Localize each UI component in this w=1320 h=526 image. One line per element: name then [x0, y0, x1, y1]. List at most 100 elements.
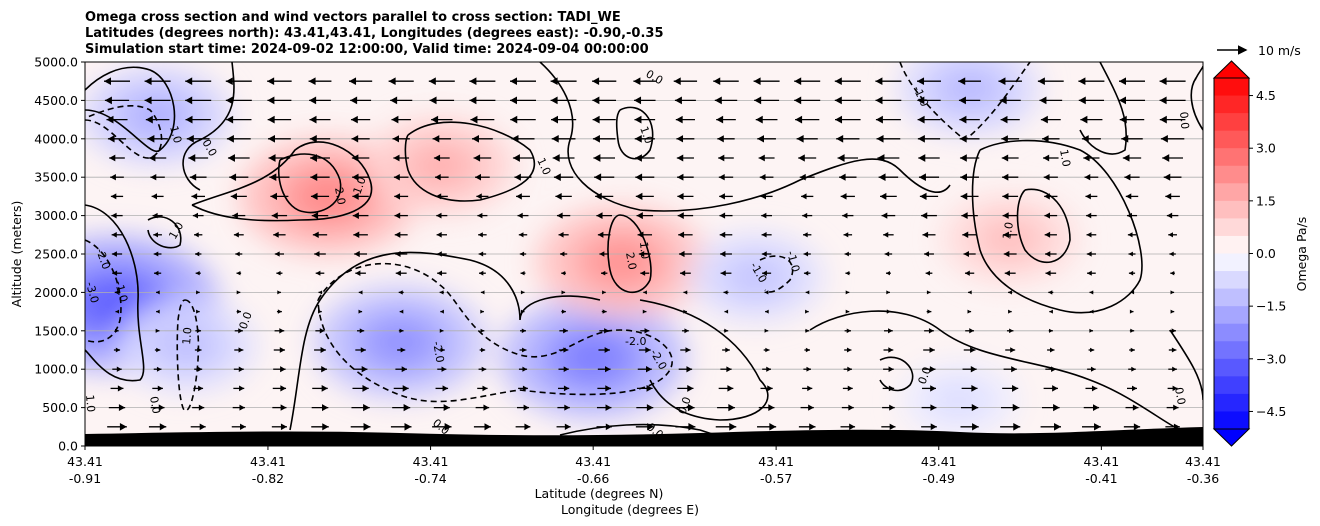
contour-label: -2.0	[430, 340, 447, 363]
wind-vector	[918, 154, 940, 162]
wind-vector	[592, 115, 616, 124]
wind-vector	[1166, 404, 1179, 411]
wind-vector	[674, 96, 696, 105]
wind-vector	[1043, 385, 1058, 392]
wind-vector	[104, 77, 130, 86]
wind-vector	[1085, 385, 1098, 392]
wind-vector	[225, 96, 252, 105]
wind-vector	[1004, 270, 1016, 277]
wind-vector	[229, 173, 249, 181]
wind-vector	[922, 231, 936, 238]
wind-vector	[393, 154, 410, 162]
wind-vector	[886, 309, 891, 314]
wind-vector	[271, 423, 287, 431]
wind-vector	[475, 173, 490, 181]
wind-vector	[111, 212, 123, 219]
contour-label: 0.0	[147, 395, 163, 414]
wind-vector	[151, 193, 164, 200]
wind-vector	[355, 270, 366, 277]
contour-line	[639, 299, 769, 421]
wind-vector	[399, 309, 404, 314]
colorbar-extend-low	[1212, 428, 1251, 447]
wind-vector	[189, 173, 207, 181]
wind-vector	[185, 77, 212, 86]
wind-vector	[1119, 77, 1145, 86]
wind-vector	[724, 309, 729, 314]
wind-vector	[713, 77, 739, 86]
wind-vector	[675, 115, 695, 124]
wind-vector	[599, 328, 610, 334]
wind-vector	[196, 290, 200, 295]
wind-vector	[758, 154, 775, 162]
contour-line	[1190, 77, 1203, 131]
wind-vector	[762, 366, 772, 372]
wind-vector	[718, 385, 734, 392]
wind-vector	[475, 404, 490, 411]
wind-vector	[310, 154, 330, 162]
wind-vector	[276, 270, 283, 276]
wind-vector	[393, 173, 409, 181]
wind-vector	[765, 309, 769, 314]
wind-vector	[350, 115, 371, 124]
wind-vector	[273, 347, 286, 353]
quiver-key-label: 10 m/s	[1258, 43, 1301, 58]
terrain	[85, 427, 1203, 446]
wind-vector	[843, 366, 852, 372]
wind-vector	[352, 212, 369, 219]
wind-vector	[195, 270, 201, 276]
wind-vector	[599, 251, 609, 257]
omega-cell	[536, 205, 708, 318]
wind-vector	[600, 270, 608, 276]
wind-vector	[556, 423, 571, 431]
wind-vector	[638, 347, 651, 353]
wind-vector	[1159, 77, 1186, 86]
wind-vector	[1163, 173, 1182, 181]
wind-vector	[267, 77, 292, 86]
wind-vector	[551, 115, 577, 124]
wind-vector	[519, 328, 527, 334]
wind-vector	[512, 154, 534, 162]
wind-vector	[1002, 173, 1019, 181]
wind-vector	[755, 115, 778, 124]
wind-vector	[758, 404, 775, 411]
wind-vector	[921, 404, 937, 411]
wind-vector	[719, 231, 733, 238]
colorbar-segment	[1214, 393, 1249, 412]
wind-vector	[107, 422, 127, 431]
wind-vector	[840, 423, 856, 431]
wind-vector	[1000, 403, 1020, 412]
wind-vector	[1169, 251, 1176, 257]
wind-vector	[764, 290, 769, 295]
x-axis: 43.41 -0.91 43.41 -0.82 43.41 -0.74 43.41 -0.66…	[67, 446, 1221, 486]
wind-vector	[519, 347, 527, 353]
wind-vector	[230, 192, 247, 200]
y-axis-label: Altitude (meters)	[9, 201, 24, 308]
wind-vector	[1125, 404, 1139, 411]
colorbar-segment	[1214, 113, 1249, 132]
wind-vector	[840, 193, 855, 200]
colorbar-tick-label: −3.0	[1256, 351, 1286, 366]
omega-filled-contours	[85, 62, 1080, 439]
wind-vector	[845, 309, 850, 314]
wind-vector	[392, 403, 411, 412]
wind-vector	[110, 174, 124, 181]
wind-vector	[192, 212, 204, 219]
wind-vector	[511, 134, 535, 143]
wind-vector	[886, 290, 890, 295]
wind-vector	[114, 290, 120, 295]
contour-line	[191, 141, 373, 222]
contour-line	[147, 216, 182, 249]
wind-vector	[1045, 366, 1057, 373]
wind-vector	[845, 290, 850, 295]
wind-vector	[318, 290, 323, 295]
wind-vector	[875, 96, 902, 105]
wind-vector	[232, 404, 245, 411]
y-tick-label: 0.0	[58, 439, 78, 454]
wind-vector	[234, 328, 243, 334]
wind-vector	[437, 270, 447, 276]
wind-vector	[107, 135, 127, 143]
colorbar-segment	[1214, 235, 1249, 254]
colorbar-extend-high	[1212, 60, 1251, 79]
wind-vector	[519, 251, 527, 257]
wind-vector	[1089, 290, 1094, 295]
